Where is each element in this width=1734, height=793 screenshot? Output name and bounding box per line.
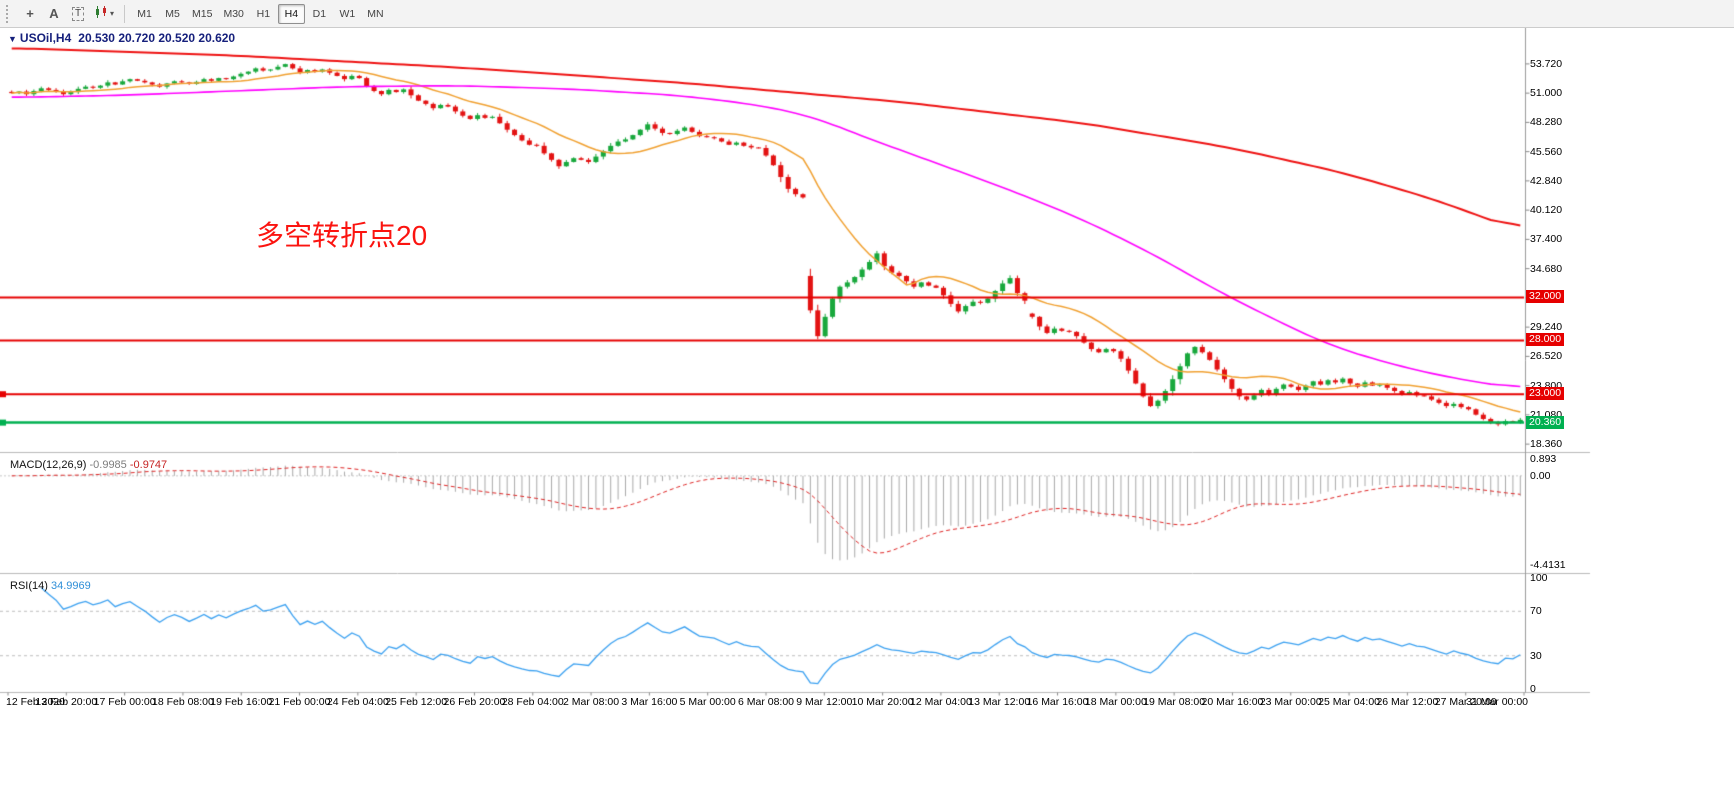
- chart-window: ▼ USOil,H4 20.530 20.720 20.520 20.620 多空转…: [0, 28, 1734, 793]
- toolbar: + A T ▾ M1 M5 M15 M30 H1 H4 D1 W1 MN: [0, 0, 1734, 28]
- price-chart-canvas[interactable]: [0, 28, 1734, 793]
- timeframe-button-h4[interactable]: H4: [277, 3, 305, 24]
- toolbar-separator: [124, 4, 126, 23]
- timeframe-button-m1[interactable]: M1: [131, 4, 158, 24]
- timeframe-button-d1[interactable]: D1: [306, 4, 333, 24]
- timeframe-button-m5[interactable]: M5: [159, 4, 186, 24]
- annotate-text-button[interactable]: A: [42, 3, 66, 25]
- toolbar-drag-handle[interactable]: [6, 4, 12, 23]
- candlestick-icon: [94, 5, 108, 22]
- crosshair-button[interactable]: +: [18, 3, 42, 25]
- text-a-icon: A: [49, 6, 59, 21]
- chart-type-button[interactable]: ▾: [90, 3, 118, 25]
- timeframe-button-h1[interactable]: H1: [250, 4, 277, 24]
- crosshair-icon: +: [26, 6, 34, 21]
- timeframe-group: M1 M5 M15 M30 H1 H4 D1 W1 MN: [131, 3, 389, 24]
- text-tool-icon: T: [71, 6, 85, 21]
- timeframe-button-m30[interactable]: M30: [218, 4, 248, 24]
- timeframe-button-mn[interactable]: MN: [362, 4, 389, 24]
- timeframe-button-w1[interactable]: W1: [334, 4, 361, 24]
- chevron-down-icon: ▾: [110, 9, 115, 18]
- text-label-button[interactable]: T: [66, 3, 90, 25]
- timeframe-button-m15[interactable]: M15: [187, 4, 217, 24]
